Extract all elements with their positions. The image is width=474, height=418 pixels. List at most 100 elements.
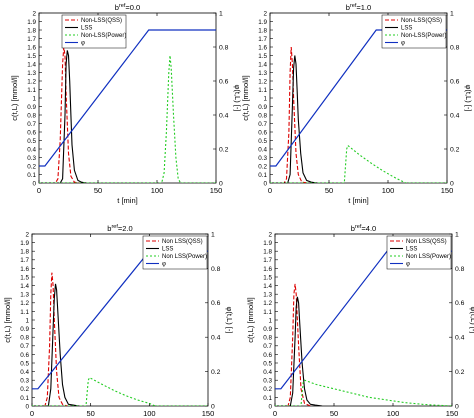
y-tick-label: 0.8 [27, 112, 36, 119]
y-tick-label: 1.1 [20, 309, 29, 316]
y-tick-label: 0.5 [27, 138, 36, 145]
chart-panel-4: 0 50 100 15000.10.20.30.40.50.60.70.80.911.… [246, 224, 474, 418]
y-tick-label: 0.6 [258, 129, 267, 136]
y2-tick-label: 0 [450, 180, 454, 187]
y2-tick-label: 1 [211, 231, 215, 238]
y-tick-label: 0 [263, 180, 267, 187]
y-tick-label: 1.5 [27, 53, 36, 60]
x-tick-label: 150 [202, 409, 215, 418]
y2-tick-label: 0.2 [219, 146, 229, 153]
y-tick-label: 0.9 [20, 326, 29, 333]
y-tick-label: 1.5 [20, 274, 29, 281]
y-tick-label: 1.4 [263, 283, 272, 290]
series-line-2 [32, 283, 79, 406]
y-tick-label: 1.2 [263, 300, 272, 307]
x-tick-label: 50 [330, 409, 338, 418]
y-tick-label: 0 [25, 403, 29, 410]
y-tick-label: 0.6 [20, 352, 29, 359]
y-tick-label: 0.6 [263, 352, 272, 359]
series-line-1 [39, 46, 81, 183]
y2-tick-label: 0 [455, 403, 459, 410]
x-tick-label: 100 [387, 409, 400, 418]
y2-tick-label: 0.4 [219, 112, 229, 119]
y-tick-label: 1.3 [258, 70, 267, 77]
y-tick-label: 0.2 [258, 163, 267, 170]
y-tick-label: 0.3 [263, 378, 272, 385]
y-tick-label: 1.6 [263, 266, 272, 273]
x-tick-label: 150 [446, 409, 459, 418]
y-tick-label: 1.7 [258, 36, 267, 43]
y-tick-label: 1 [32, 95, 36, 102]
y2-tick-label: 0.4 [450, 112, 460, 119]
series-line-4 [39, 29, 216, 167]
series-line-3 [270, 144, 447, 183]
y-tick-label: 0.1 [263, 395, 272, 402]
y2-tick-label: 0 [219, 180, 223, 187]
y-tick-label: 2 [25, 231, 29, 238]
y-tick-label: 1.4 [258, 61, 267, 68]
x-axis-label: t [min] [348, 196, 368, 205]
legend-label: Non-LSS(QSS) [401, 18, 442, 24]
legend-label: φ [406, 262, 410, 268]
y-tick-label: 0.3 [27, 155, 36, 162]
y-tick-label: 1.6 [258, 44, 267, 51]
x-tick-label: 100 [143, 409, 156, 418]
chart-title: bref=0.0 [115, 3, 140, 12]
series-line-3 [275, 379, 452, 406]
y2-axis-label: φ(t,L) [-] [233, 85, 242, 112]
y-tick-label: 0.4 [258, 146, 267, 153]
y-tick-label: 0.9 [27, 104, 36, 111]
y-tick-label: 0.8 [258, 112, 267, 119]
y2-tick-label: 0.6 [211, 300, 221, 307]
x-tick-label: 50 [325, 186, 333, 195]
y-tick-label: 0.4 [20, 369, 29, 376]
y-tick-label: 0.7 [20, 343, 29, 350]
y-tick-label: 1.1 [27, 87, 36, 94]
y-tick-label: 0.2 [20, 386, 29, 393]
y-tick-label: 1.9 [258, 19, 267, 26]
y2-tick-label: 0.6 [450, 78, 460, 85]
y-tick-label: 0.8 [263, 335, 272, 342]
y-tick-label: 2 [263, 10, 267, 17]
y2-tick-label: 1 [450, 10, 454, 17]
legend-label: Non-LSS(QSS) [81, 18, 122, 24]
y-tick-label: 1.6 [27, 44, 36, 51]
y-tick-label: 1 [25, 317, 29, 324]
y-tick-label: 1.8 [27, 27, 36, 34]
x-tick-label: 0 [30, 409, 34, 418]
y-tick-label: 0.7 [258, 121, 267, 128]
y-tick-label: 0 [268, 403, 272, 410]
x-tick-label: 100 [382, 186, 395, 195]
y-tick-label: 0.6 [27, 129, 36, 136]
y-tick-label: 0.9 [263, 326, 272, 333]
y-tick-label: 0.4 [27, 146, 36, 153]
y2-tick-label: 0.8 [450, 44, 460, 51]
legend-label: LSS [162, 247, 173, 253]
x-tick-label: 100 [151, 186, 164, 195]
y-tick-label: 2 [268, 231, 272, 238]
y-tick-label: 1.4 [20, 283, 29, 290]
y-tick-label: 1 [268, 317, 272, 324]
y-tick-label: 1.8 [258, 27, 267, 34]
y-tick-label: 0.9 [258, 104, 267, 111]
y-tick-label: 1.7 [20, 257, 29, 264]
x-tick-label: 50 [86, 409, 94, 418]
legend-label: φ [401, 41, 405, 47]
x-tick-label: 0 [273, 409, 277, 418]
legend-label: Non LSS(Power) [162, 254, 207, 260]
y-tick-label: 1.3 [263, 292, 272, 299]
legend-label: Non LSS(Power) [406, 254, 451, 260]
y-axis-label: c(t,L) [mmol/l] [3, 297, 12, 342]
y-axis-label: c(t,L) [mmol/l] [241, 75, 250, 120]
y-tick-label: 0 [32, 180, 36, 187]
series-line-1 [270, 46, 308, 183]
chart-title: bref=1.0 [346, 3, 371, 12]
y-tick-label: 0.5 [258, 138, 267, 145]
y-tick-label: 0.8 [20, 335, 29, 342]
chart-panel-2: 0 50 100 15000.10.20.30.40.50.60.70.80.911.… [241, 3, 473, 205]
y2-tick-label: 0.2 [455, 369, 465, 376]
